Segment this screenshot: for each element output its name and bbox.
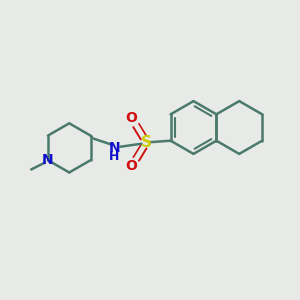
Text: H: H [109, 149, 120, 163]
Text: S: S [140, 135, 152, 150]
Text: N: N [109, 141, 120, 154]
Text: O: O [125, 159, 137, 173]
Text: O: O [125, 111, 137, 125]
Text: N: N [42, 153, 54, 167]
